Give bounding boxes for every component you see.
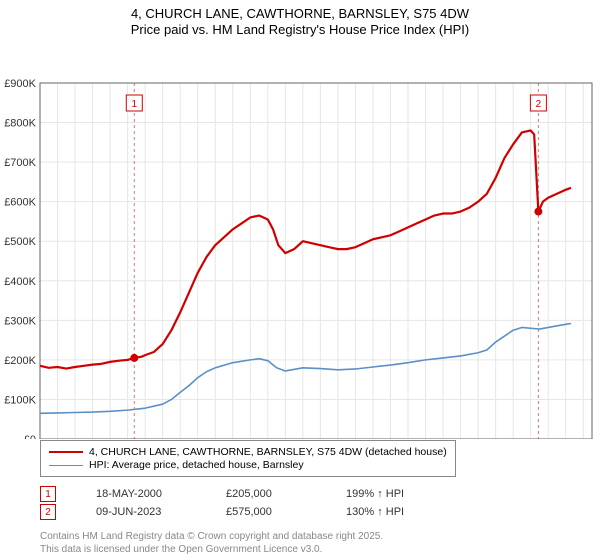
- price-chart: £0 £100K £200K £300K £400K £500K £600K £700K £80…: [0, 39, 600, 439]
- footer-line-2: This data is licensed under the Open Gov…: [40, 544, 383, 557]
- marker-date-2: 09-JUN-2023: [96, 506, 186, 518]
- legend-swatch-2: [49, 465, 83, 466]
- chart-title: 4, CHURCH LANE, CAWTHORNE, BARNSLEY, S75…: [0, 0, 600, 39]
- svg-text:£700K: £700K: [4, 157, 36, 169]
- legend-label-2: HPI: Average price, detached house, Barn…: [89, 459, 304, 471]
- svg-text:£300K: £300K: [4, 315, 36, 327]
- legend: 4, CHURCH LANE, CAWTHORNE, BARNSLEY, S75…: [40, 440, 456, 477]
- marker-hpi-1: 199% ↑ HPI: [346, 488, 404, 500]
- legend-label-1: 4, CHURCH LANE, CAWTHORNE, BARNSLEY, S75…: [89, 446, 447, 458]
- svg-text:£400K: £400K: [4, 275, 36, 287]
- title-line-2: Price paid vs. HM Land Registry's House …: [0, 22, 600, 38]
- svg-text:£500K: £500K: [4, 236, 36, 248]
- svg-text:£600K: £600K: [4, 196, 36, 208]
- legend-item-2: HPI: Average price, detached house, Barn…: [49, 459, 447, 471]
- legend-item-1: 4, CHURCH LANE, CAWTHORNE, BARNSLEY, S75…: [49, 446, 447, 458]
- marker-row-1: 1 18-MAY-2000 £205,000 199% ↑ HPI: [40, 486, 404, 502]
- svg-text:£100K: £100K: [4, 394, 36, 406]
- svg-text:£0: £0: [24, 434, 36, 439]
- marker-table: 1 18-MAY-2000 £205,000 199% ↑ HPI 2 09-J…: [40, 484, 404, 522]
- marker-price-2: £575,000: [226, 506, 306, 518]
- legend-swatch-1: [49, 451, 83, 453]
- svg-text:£200K: £200K: [4, 354, 36, 366]
- marker-row-2: 2 09-JUN-2023 £575,000 130% ↑ HPI: [40, 504, 404, 520]
- svg-text:2: 2: [536, 99, 542, 110]
- marker-date-1: 18-MAY-2000: [96, 488, 186, 500]
- marker-price-1: £205,000: [226, 488, 306, 500]
- marker-hpi-2: 130% ↑ HPI: [346, 506, 404, 518]
- attribution: Contains HM Land Registry data © Crown c…: [40, 531, 383, 556]
- svg-text:£800K: £800K: [4, 117, 36, 129]
- marker-badge-1: 1: [40, 486, 56, 502]
- footer-line-1: Contains HM Land Registry data © Crown c…: [40, 531, 383, 544]
- svg-text:1: 1: [131, 99, 137, 110]
- marker-badge-2: 2: [40, 504, 56, 520]
- svg-text:£900K: £900K: [4, 78, 36, 90]
- title-line-1: 4, CHURCH LANE, CAWTHORNE, BARNSLEY, S75…: [0, 6, 600, 22]
